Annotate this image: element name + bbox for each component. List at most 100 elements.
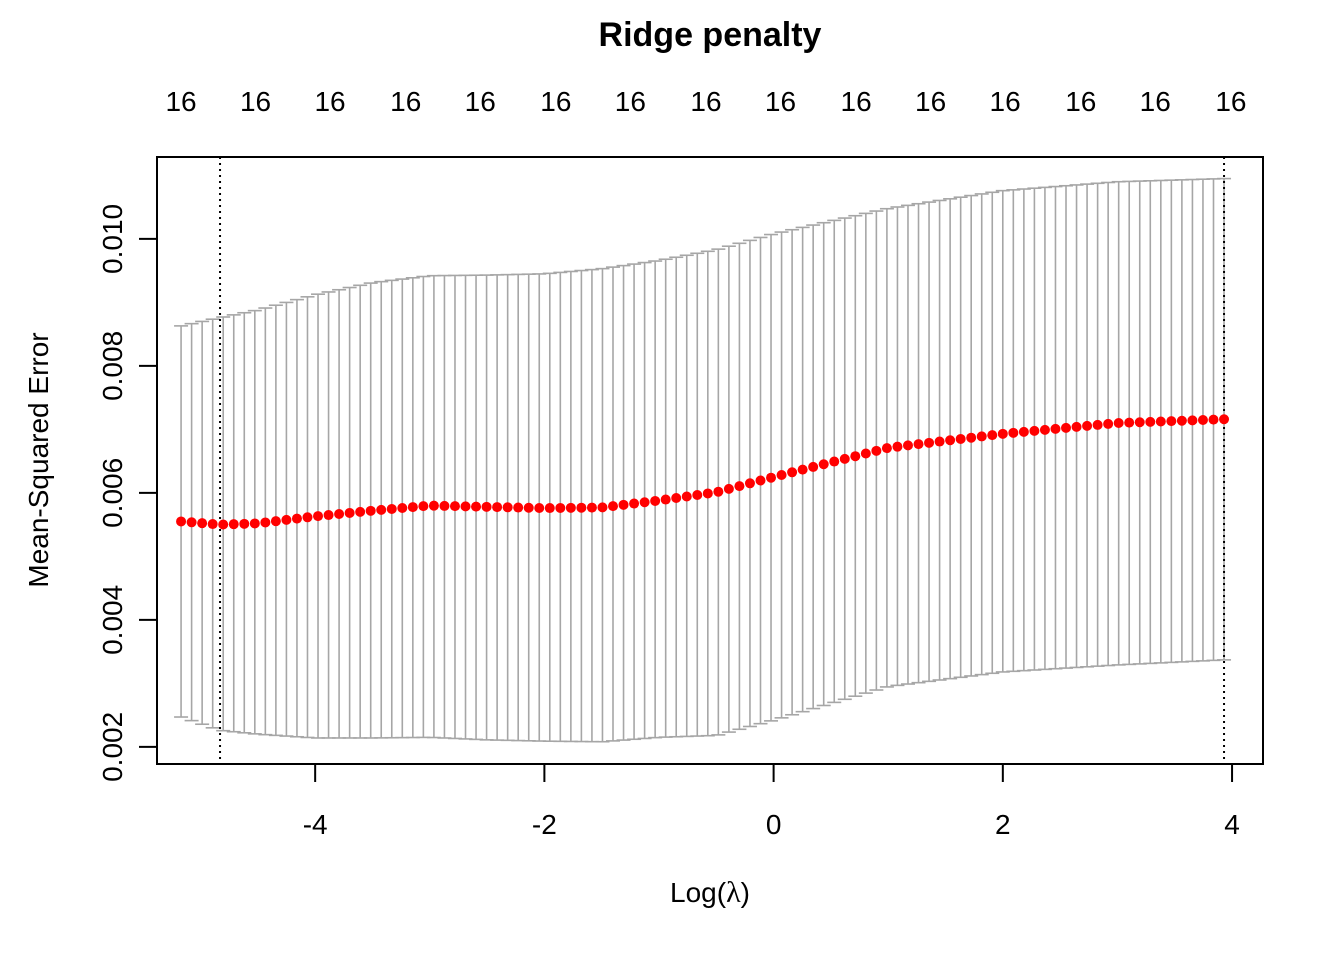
mse-point (460, 501, 471, 512)
mse-point (355, 506, 366, 517)
mse-point (1166, 416, 1177, 427)
mse-point (723, 483, 734, 494)
mse-point (439, 500, 450, 511)
mse-point (692, 489, 703, 500)
mse-point (260, 517, 271, 528)
mse-point (881, 443, 892, 454)
mse-point (650, 495, 661, 506)
chart-title: Ridge penalty (599, 16, 822, 54)
y-tick-label: 0.006 (97, 458, 128, 528)
mse-point (850, 451, 861, 462)
mse-point (428, 500, 439, 511)
mse-point (334, 508, 345, 519)
y-tick-label: 0.010 (97, 204, 128, 274)
top-count-label: 16 (1140, 86, 1171, 117)
mse-point (449, 501, 460, 512)
x-axis-label: Log(λ) (670, 876, 750, 909)
mse-point (871, 445, 882, 456)
mse-point (734, 481, 745, 492)
mse-point (228, 519, 239, 530)
top-count-label: 16 (615, 86, 646, 117)
y-tick-label: 0.008 (97, 331, 128, 401)
mse-point (934, 436, 945, 447)
mse-point (565, 502, 576, 513)
mse-point (766, 472, 777, 483)
mse-point (407, 502, 418, 513)
mse-point (492, 502, 503, 513)
top-count-label: 16 (390, 86, 421, 117)
points-group (176, 414, 1230, 530)
mse-point (1187, 415, 1198, 426)
mse-point (1050, 423, 1061, 434)
top-count-label: 16 (540, 86, 571, 117)
mse-point (513, 502, 524, 513)
errorbars-group (174, 177, 1232, 743)
mse-point (892, 441, 903, 452)
mse-point (618, 499, 629, 510)
mse-point (576, 502, 587, 513)
y-axis: 0.002 0.004 0.006 0.008 0.010 (97, 204, 158, 782)
mse-point (1092, 419, 1103, 430)
mse-point (1039, 424, 1050, 435)
mse-point (1197, 414, 1208, 425)
mse-point (945, 435, 956, 446)
mse-point (1018, 426, 1029, 437)
mse-point (502, 502, 513, 513)
mse-point (207, 519, 218, 530)
mse-point (218, 519, 229, 530)
top-count-label: 16 (1215, 86, 1246, 117)
mse-point (987, 430, 998, 441)
mse-point (597, 502, 608, 513)
top-count-label: 16 (240, 86, 271, 117)
mse-point (976, 431, 987, 442)
mse-point (186, 517, 197, 528)
top-count-label: 16 (1065, 86, 1096, 117)
x-tick-label: -4 (303, 809, 328, 840)
mse-point (702, 488, 713, 499)
mse-point (302, 512, 313, 523)
top-count-label: 16 (915, 86, 946, 117)
mse-point (818, 459, 829, 470)
x-tick-label: 0 (766, 809, 782, 840)
top-axis-count-labels: 16 16 16 16 16 16 16 16 16 16 16 16 16 16 16 (165, 86, 1246, 117)
mse-point (671, 493, 682, 504)
mse-point (797, 464, 808, 475)
mse-point (418, 501, 429, 512)
mse-point (1082, 420, 1093, 431)
mse-point (660, 494, 671, 505)
mse-point (249, 518, 260, 529)
mse-point (776, 469, 787, 480)
mse-point (555, 502, 566, 513)
x-tick-label: 2 (995, 809, 1011, 840)
mse-point (1208, 414, 1219, 425)
mse-point (860, 448, 871, 459)
mse-point (1061, 422, 1072, 433)
mse-point (955, 433, 966, 444)
mse-point (386, 503, 397, 514)
mse-point (913, 439, 924, 450)
x-axis: -4 -2 0 2 4 (303, 763, 1240, 840)
mse-point (291, 513, 302, 524)
mse-point (997, 428, 1008, 439)
mse-point (787, 467, 798, 478)
top-count-label: 16 (841, 86, 872, 117)
mse-point (1145, 416, 1156, 427)
top-count-label: 16 (990, 86, 1021, 117)
mse-point (586, 502, 597, 513)
mse-point (639, 497, 650, 508)
mse-point (629, 498, 640, 509)
mse-point (1134, 417, 1145, 428)
x-tick-label: -2 (532, 809, 557, 840)
mse-point (376, 504, 387, 515)
mse-point (313, 511, 324, 522)
mse-point (1103, 418, 1114, 429)
mse-point (902, 440, 913, 451)
mse-point (1113, 417, 1124, 428)
mse-point (839, 453, 850, 464)
mse-point (608, 501, 619, 512)
y-tick-label: 0.002 (97, 712, 128, 782)
top-count-label: 16 (765, 86, 796, 117)
top-count-label: 16 (690, 86, 721, 117)
mse-point (534, 503, 545, 514)
